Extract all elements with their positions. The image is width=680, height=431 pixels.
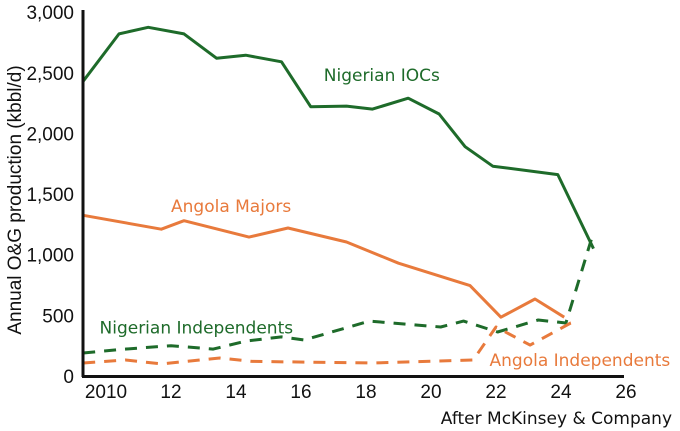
series-line-nigerian-iocs: [82, 25, 595, 250]
series-line-angola-independents: [83, 319, 578, 366]
y-tick-label: 2,500: [26, 64, 74, 85]
y-tick-label: 0: [63, 367, 74, 388]
y-tick-label: 3,000: [26, 3, 74, 24]
y-axis-label: Annual O&G production (kbbl/d): [5, 65, 26, 334]
source-note: After McKinsey & Company: [441, 409, 672, 429]
series-label: Angola Independents: [490, 351, 671, 371]
series-label: Angola Majors: [171, 197, 291, 217]
y-tick-label: 500: [42, 306, 74, 327]
x-tick-label: 22: [485, 382, 506, 403]
series-layer: [82, 25, 595, 366]
series-label: Nigerian Independents: [100, 318, 294, 338]
y-tick-label: 1,500: [26, 185, 74, 206]
x-tick-label: 26: [615, 382, 636, 403]
y-tick-labels: 0 500 1,000 1,500 2,000 2,500 3,000: [26, 3, 74, 388]
x-tick-label: 24: [550, 382, 572, 403]
series-line-nigerian-independents: [83, 231, 595, 355]
y-tick-label: 1,000: [26, 246, 74, 267]
series-line-angola-majors: [82, 213, 565, 319]
x-tick-labels: 2010 12 14 16 18 20 22 24 26: [85, 382, 637, 403]
y-tick-label: 2,000: [26, 124, 74, 145]
x-tick-label: 2010: [85, 382, 127, 403]
x-tick-label: 12: [160, 382, 181, 403]
series-annotations: Nigerian IOCs Angola Majors Nigerian Indep…: [100, 66, 671, 371]
series-label: Nigerian IOCs: [324, 66, 440, 86]
x-tick-label: 16: [290, 382, 311, 403]
x-tick-label: 18: [355, 382, 376, 403]
x-tick-label: 14: [225, 382, 247, 403]
x-tick-label: 20: [420, 382, 441, 403]
